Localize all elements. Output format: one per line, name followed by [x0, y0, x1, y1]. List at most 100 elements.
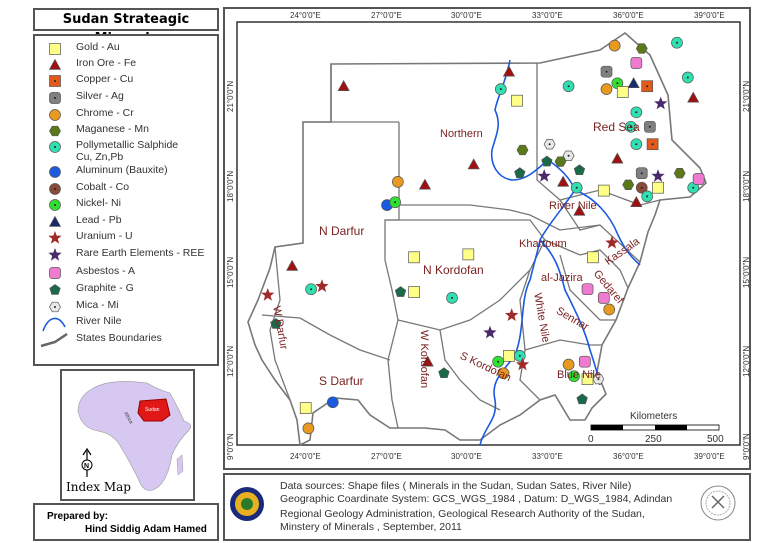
deposit-marker-iron[interactable] — [557, 175, 570, 187]
legend-label: Lead - Pb — [76, 214, 122, 226]
deposit-marker-chrome[interactable] — [302, 422, 315, 435]
deposit-marker-chrome[interactable] — [603, 303, 616, 316]
legend-symbol-circle-icon — [49, 109, 61, 121]
deposit-marker-gold[interactable] — [408, 251, 420, 264]
deposit-marker-rare[interactable] — [654, 96, 668, 110]
deposit-marker-silver[interactable] — [600, 65, 613, 78]
deposit-marker-gold[interactable] — [587, 251, 599, 264]
legend-label: Cobalt - Co — [76, 181, 130, 193]
deposit-marker-silver[interactable] — [635, 167, 648, 180]
deposit-marker-pollymetallic[interactable] — [630, 106, 643, 119]
deposit-marker-chrome[interactable] — [392, 176, 404, 188]
legend-symbol-triangle-icon — [48, 58, 62, 70]
deposit-marker-asbestos[interactable] — [630, 57, 643, 69]
deposit-marker-gold[interactable] — [652, 181, 664, 194]
deposit-marker-chrome[interactable] — [497, 367, 510, 380]
deposit-marker-pollymetallic[interactable] — [641, 190, 654, 203]
deposit-marker-iron[interactable] — [337, 79, 350, 91]
deposit-marker-rare[interactable] — [537, 169, 551, 182]
deposit-marker-rare[interactable] — [483, 325, 497, 339]
deposit-marker-nickel-[interactable] — [568, 370, 580, 383]
deposit-marker-graphite[interactable] — [573, 164, 586, 176]
deposit-marker-maganese[interactable] — [554, 156, 567, 167]
deposit-marker-graphite[interactable] — [438, 367, 450, 379]
deposit-marker-pollymetallic[interactable] — [446, 292, 458, 304]
deposit-marker-copper[interactable] — [646, 138, 659, 151]
deposit-marker-graphite[interactable] — [514, 167, 526, 178]
deposit-marker-chrome[interactable] — [608, 39, 621, 52]
deposit-marker-asbestos[interactable] — [578, 355, 591, 368]
deposit-marker-iron[interactable] — [611, 152, 624, 164]
deposit-marker-aluminum[interactable] — [326, 396, 339, 409]
legend-item: Rare Earth Elements - REE — [35, 247, 217, 263]
state-label-red-sea: Red Sea — [593, 120, 640, 134]
deposit-marker-silver[interactable] — [644, 120, 656, 133]
prepared-label: Prepared by: — [47, 511, 109, 522]
deposit-marker-pollymetallic[interactable] — [494, 83, 507, 95]
deposit-marker-uranium[interactable] — [261, 288, 275, 301]
deposit-marker-iron[interactable] — [421, 355, 434, 367]
deposit-marker-iron[interactable] — [687, 91, 700, 103]
deposit-marker-graphite[interactable] — [270, 318, 282, 329]
deposit-marker-iron[interactable] — [573, 204, 586, 216]
deposit-marker-pollymetallic[interactable] — [630, 138, 643, 151]
deposit-marker-pollymetallic[interactable] — [681, 71, 694, 84]
deposit-marker-graphite[interactable] — [394, 286, 407, 297]
deposit-marker-rare[interactable] — [651, 169, 665, 182]
deposit-marker-maganese[interactable] — [673, 168, 686, 179]
deposit-marker-maganese[interactable] — [622, 179, 635, 190]
deposit-marker-chrome[interactable] — [600, 83, 613, 95]
deposit-marker-iron[interactable] — [286, 259, 299, 271]
legend-label-line2: Cu, Zn,Pb — [76, 151, 124, 163]
deposit-marker-mica[interactable] — [543, 139, 556, 150]
deposit-marker-graphite[interactable] — [576, 393, 588, 405]
deposit-marker-pollymetallic[interactable] — [305, 283, 317, 296]
scale-tick: 250 — [645, 434, 662, 445]
deposit-marker-asbestos[interactable] — [597, 292, 610, 304]
deposit-marker-gold[interactable] — [462, 248, 475, 261]
scale-title: Kilometers — [630, 411, 678, 422]
deposit-marker-uranium[interactable] — [605, 235, 619, 249]
deposit-marker-gold[interactable] — [299, 402, 312, 414]
deposit-marker-gold[interactable] — [408, 286, 420, 298]
deposit-marker-graphite[interactable] — [541, 155, 553, 167]
map-neatline — [236, 21, 741, 446]
deposit-marker-copper[interactable] — [641, 80, 654, 93]
deposit-marker-pollymetallic[interactable] — [562, 80, 575, 93]
index-africa-label: Africa — [122, 411, 134, 425]
deposit-marker-maganese[interactable] — [516, 144, 529, 156]
deposit-marker-mica[interactable] — [592, 373, 605, 385]
deposit-marker-iron[interactable] — [630, 195, 643, 207]
deposit-marker-asbestos[interactable] — [692, 173, 705, 185]
deposit-marker-iron[interactable] — [418, 178, 432, 190]
deposit-marker-iron[interactable] — [467, 158, 480, 170]
deposit-marker-pollymetallic[interactable] — [671, 36, 683, 49]
deposit-marker-nickel-[interactable] — [389, 196, 401, 209]
deposit-marker-gold[interactable] — [511, 94, 523, 107]
legend-item: Pollymetallic Salphide Cu, Zn,Pb — [35, 139, 217, 163]
legend-item: Graphite - G — [35, 282, 217, 298]
scale-tick: 500 — [707, 434, 724, 445]
legend-label: Nickel- Ni — [76, 197, 121, 209]
deposit-marker-gold[interactable] — [597, 184, 610, 197]
deposit-marker-uranium[interactable] — [505, 308, 519, 321]
deposit-marker-cobalt[interactable] — [635, 181, 648, 194]
deposit-marker-lead[interactable] — [627, 77, 640, 89]
deposit-marker-pollymetallic[interactable] — [625, 120, 637, 133]
deposit-marker-uranium[interactable] — [315, 279, 329, 292]
deposit-marker-gold[interactable] — [503, 350, 515, 362]
lat-label-right: 15°0'0"N — [742, 256, 751, 288]
deposit-marker-gold[interactable] — [616, 86, 629, 98]
deposit-marker-uranium[interactable] — [515, 357, 530, 371]
deposit-marker-mica[interactable] — [562, 150, 575, 161]
deposit-marker-pollymetallic[interactable] — [513, 350, 526, 362]
deposit-marker-asbestos[interactable] — [581, 283, 594, 296]
deposit-marker-iron[interactable] — [502, 65, 516, 77]
gras-seal-icon — [700, 485, 736, 521]
deposit-marker-chrome[interactable] — [562, 358, 575, 371]
legend-label: Graphite - G — [76, 282, 134, 294]
deposit-marker-pollymetallic[interactable] — [570, 181, 583, 194]
lon-label-top: 30°0'0"E — [451, 11, 482, 20]
deposit-marker-maganese[interactable] — [635, 43, 648, 54]
